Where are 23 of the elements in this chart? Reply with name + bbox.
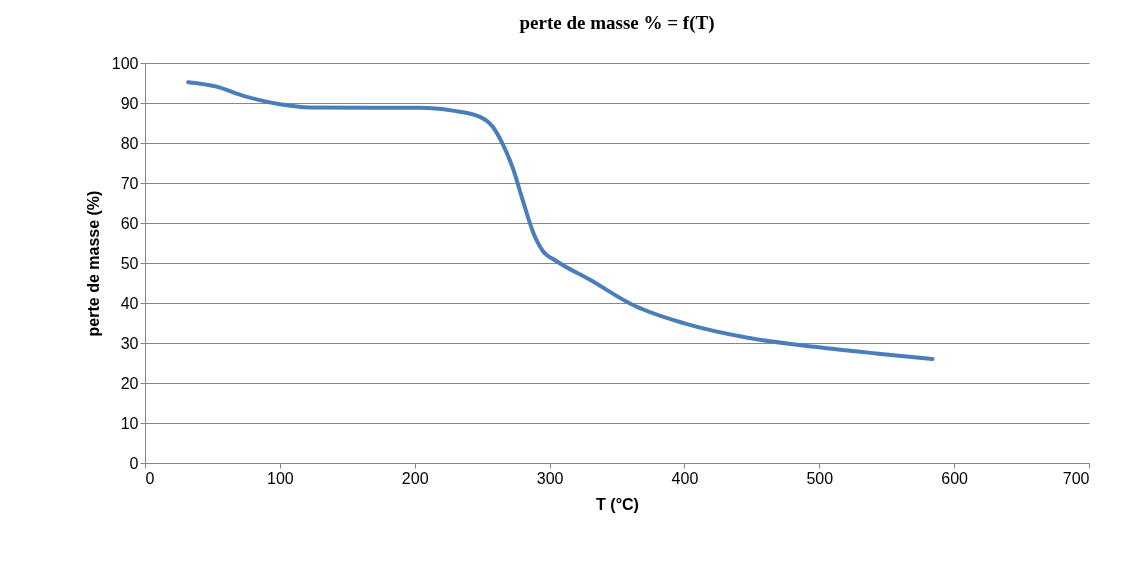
x-tick-label: 0: [145, 469, 155, 487]
x-tick-label: 400: [671, 469, 699, 487]
x-tick-label: 300: [536, 469, 564, 487]
y-tick-label: 70: [120, 174, 139, 192]
x-tick-label: 100: [267, 469, 294, 487]
x-axis-title: T (°C): [596, 495, 639, 513]
y-tick-label: 50: [120, 254, 139, 272]
y-tick-label: 0: [129, 454, 139, 472]
x-tick-label: 600: [941, 469, 969, 487]
x-tick-label: 700: [1062, 469, 1090, 487]
y-tick-label: 20: [120, 374, 139, 392]
y-tick-label: 30: [120, 334, 139, 352]
y-tick-label: 80: [120, 134, 139, 152]
y-tick-label: 90: [120, 94, 139, 112]
y-tick-label: 40: [120, 294, 139, 312]
x-tick-label: 200: [401, 469, 429, 487]
y-tick-label: 10: [120, 414, 139, 432]
y-tick-label: 60: [120, 214, 139, 232]
x-tick-label: 500: [806, 469, 834, 487]
chart-title: perte de masse % = f(T): [519, 12, 715, 34]
y-axis-title: perte de masse (%): [84, 190, 102, 337]
y-tick-label: 100: [111, 54, 139, 72]
line-series: [186, 80, 935, 361]
